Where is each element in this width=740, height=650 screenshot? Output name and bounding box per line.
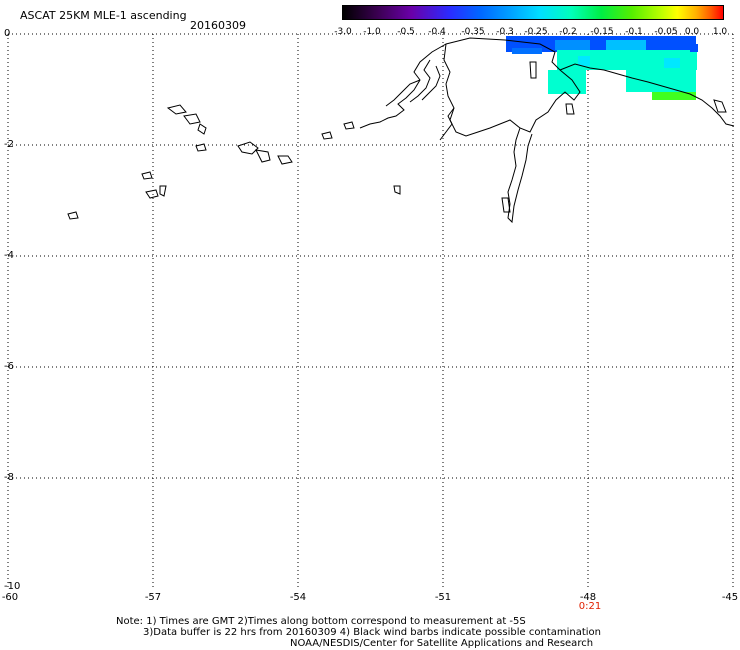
colorbar-label: -0.2 — [559, 27, 577, 37]
lat-tick-label: -10 — [4, 581, 21, 592]
colorbar — [342, 5, 724, 20]
product-title: ASCAT 25KM MLE-1 ascending — [20, 9, 187, 22]
colorbar-label: -0.5 — [397, 27, 415, 37]
colorbar-label: -1.0 — [363, 27, 381, 37]
wind-swath — [506, 36, 698, 100]
coastlines — [67, 37, 735, 224]
lat-tick-label: -2 — [4, 139, 14, 150]
colorbar-label: -0.15 — [590, 27, 614, 37]
colorbar-label: -0.35 — [461, 27, 485, 37]
colorbar-label: -0.3 — [496, 27, 514, 37]
note-line-1: Note: 1) Times are GMT 2)Times along bot… — [116, 616, 526, 627]
lat-tick-label: -6 — [4, 361, 14, 372]
lon-tick-label: -54 — [289, 592, 307, 603]
colorbar-label: 1.0 — [712, 27, 728, 37]
colorbar-label: -0.05 — [654, 27, 678, 37]
colorbar-label: -0.1 — [625, 27, 643, 37]
lon-tick-label: -51 — [434, 592, 452, 603]
lat-tick-label: -8 — [4, 472, 14, 483]
product-date: 20160309 — [190, 19, 246, 32]
pass-time-label: 0:21 — [578, 601, 602, 612]
colorbar-label: -0.25 — [524, 27, 548, 37]
lat-tick-label: 0 — [4, 28, 11, 39]
lon-tick-label: -48 — [579, 592, 597, 603]
credit-line: NOAA/NESDIS/Center for Satellite Applica… — [290, 638, 594, 649]
note-line-2: 3)Data buffer is 22 hrs from 20160309 4)… — [143, 627, 601, 638]
colorbar-label: 0.0 — [684, 27, 700, 37]
lat-tick-label: -4 — [4, 250, 14, 261]
lon-tick-label: -45 — [721, 592, 739, 603]
colorbar-label: -3.0 — [334, 27, 352, 37]
lat-lon-grid — [7, 33, 734, 589]
lon-tick-label: -60 — [1, 592, 19, 603]
lon-tick-label: -57 — [144, 592, 162, 603]
colorbar-label: -0.4 — [428, 27, 446, 37]
